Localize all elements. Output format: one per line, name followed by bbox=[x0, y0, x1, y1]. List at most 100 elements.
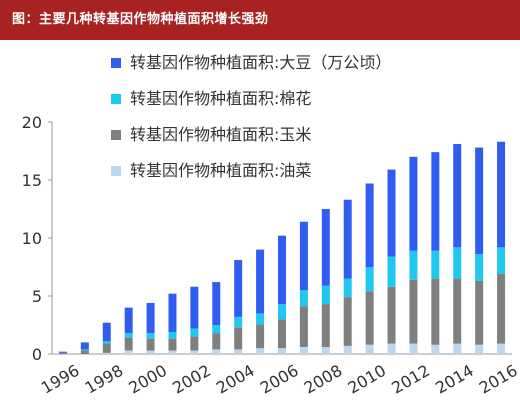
bar-segment-2-2012 bbox=[409, 250, 418, 280]
bar-segment-0-2010 bbox=[365, 344, 374, 354]
bar-segment-3-2007 bbox=[299, 221, 308, 291]
bar-segment-1-2007 bbox=[299, 306, 308, 348]
bar-segment-0-2008 bbox=[321, 347, 330, 354]
bar-segment-2-2002 bbox=[190, 328, 199, 337]
bar-segment-3-2006 bbox=[278, 235, 286, 305]
legend-label: 转基因作物种植面积:棉花 bbox=[130, 89, 311, 108]
bar-segment-3-2005 bbox=[256, 249, 265, 314]
bar-segment-0-2002 bbox=[190, 350, 199, 354]
x-tick-label: 1996 bbox=[38, 361, 83, 398]
y-tick-label: 0 bbox=[32, 345, 42, 364]
bar-segment-2-1998 bbox=[102, 341, 111, 344]
bar-segment-3-1996 bbox=[58, 351, 67, 353]
legend-label: 转基因作物种植面积:玉米 bbox=[130, 125, 311, 144]
bar-segment-3-2015 bbox=[475, 147, 484, 255]
bar-segment-1-2008 bbox=[321, 304, 330, 348]
x-tick-label: 2016 bbox=[476, 361, 520, 398]
x-tick-label: 2008 bbox=[301, 361, 346, 398]
legend-swatch bbox=[111, 130, 121, 140]
bar-segment-3-2010 bbox=[365, 183, 374, 267]
bar-segment-2-2000 bbox=[146, 333, 155, 339]
bar-segment-1-1997 bbox=[80, 350, 89, 354]
bar-segment-1-2010 bbox=[365, 291, 374, 345]
bar-segment-0-2015 bbox=[475, 344, 484, 354]
bar-segment-1-2016 bbox=[497, 273, 506, 344]
x-tick-labels: 1996 1998 2000 2002 2004 2006 2008 2010 2012 2014… bbox=[38, 361, 520, 398]
bar-segment-1-2002 bbox=[190, 336, 199, 351]
x-tick-label: 1998 bbox=[82, 361, 127, 398]
y-tick-label: 20 bbox=[22, 113, 42, 132]
bar-segment-0-2003 bbox=[212, 349, 221, 354]
bar-segment-0-2006 bbox=[278, 348, 286, 354]
y-tick-label: 10 bbox=[22, 229, 42, 248]
bar-segment-3-2003 bbox=[212, 282, 221, 325]
bar-segment-1-2000 bbox=[146, 338, 155, 351]
bar-segment-3-2008 bbox=[321, 209, 330, 286]
bar-segment-1-2015 bbox=[475, 280, 484, 345]
bar-segment-1-1996 bbox=[58, 352, 67, 354]
bar-segment-1-1999 bbox=[124, 337, 133, 351]
bar-segment-2-2009 bbox=[343, 278, 352, 298]
legend: 转基因作物种植面积:大豆（万公顷） 转基因作物种植面积:棉花转基因作物种植面积:玉… bbox=[111, 53, 391, 180]
bar-segment-2-2016 bbox=[497, 247, 506, 274]
bar-segment-2-2014 bbox=[453, 247, 462, 279]
bar-segment-3-2001 bbox=[168, 293, 177, 332]
bar-segment-1-2005 bbox=[256, 325, 265, 349]
bar-segment-1-2001 bbox=[168, 338, 177, 351]
bar-segment-3-1998 bbox=[102, 322, 111, 342]
bar-segment-1-2014 bbox=[453, 278, 462, 344]
bar-segment-3-2000 bbox=[146, 302, 155, 334]
bar-segment-2-2005 bbox=[256, 313, 265, 325]
chart-title: 图：主要几种转基因作物种植面积增长强劲 bbox=[12, 12, 269, 27]
x-tick-label: 2010 bbox=[344, 361, 389, 398]
x-tick-label: 2006 bbox=[257, 361, 302, 398]
bar-segment-3-2012 bbox=[409, 156, 418, 251]
legend-swatch bbox=[111, 166, 121, 176]
x-tick-label: 2012 bbox=[388, 361, 433, 398]
bar-segment-3-2014 bbox=[453, 144, 462, 248]
bar-segment-0-1998 bbox=[102, 352, 111, 354]
bar-segment-0-2009 bbox=[343, 345, 352, 354]
bar-segment-1-2003 bbox=[212, 333, 221, 350]
bar-segment-2-2001 bbox=[168, 331, 177, 339]
bar-segment-0-2000 bbox=[146, 350, 155, 354]
legend-label: 转基因作物种植面积:大豆（万公顷） bbox=[130, 53, 391, 72]
bar-segment-2-2010 bbox=[365, 267, 374, 292]
bar-segment-2-2006 bbox=[278, 304, 286, 320]
bar-segment-0-2011 bbox=[387, 343, 396, 354]
bar-segment-0-2013 bbox=[431, 344, 440, 354]
bar-segment-3-2013 bbox=[431, 152, 440, 251]
x-tick-label: 2002 bbox=[169, 361, 214, 398]
bar-segment-2-2011 bbox=[387, 256, 396, 287]
x-tick-label: 2004 bbox=[213, 361, 258, 398]
x-tick-label: 2014 bbox=[432, 361, 477, 398]
bar-segment-0-2012 bbox=[409, 343, 418, 354]
bar-segment-0-2014 bbox=[453, 343, 462, 354]
bar-segment-0-2005 bbox=[256, 348, 265, 354]
bars bbox=[58, 141, 506, 354]
x-tick-label: 2000 bbox=[125, 361, 170, 398]
bar-segment-1-2009 bbox=[343, 297, 352, 346]
bar-segment-2-2008 bbox=[321, 285, 330, 305]
bar-segment-0-1999 bbox=[124, 350, 133, 354]
bar-segment-3-2004 bbox=[234, 260, 243, 317]
bar-segment-3-2009 bbox=[343, 199, 352, 279]
bar-segment-0-2016 bbox=[497, 343, 506, 354]
legend-swatch bbox=[111, 94, 121, 104]
y-tick-label: 5 bbox=[32, 287, 42, 306]
bar-segment-2-2004 bbox=[234, 316, 243, 328]
bar-segment-0-2007 bbox=[299, 347, 308, 354]
bar-segment-3-2016 bbox=[497, 141, 506, 248]
bar-segment-2-2007 bbox=[299, 290, 308, 307]
bar-segment-2-2015 bbox=[475, 254, 484, 281]
bar-segment-3-2002 bbox=[190, 286, 199, 329]
bar-segment-1-2006 bbox=[278, 319, 286, 349]
bar-segment-1-2013 bbox=[431, 278, 440, 345]
bar-segment-1-2004 bbox=[234, 327, 243, 350]
legend-label: 转基因作物种植面积:油菜 bbox=[130, 161, 311, 180]
chart-header-bar: 图：主要几种转基因作物种植面积增长强劲 bbox=[0, 0, 520, 40]
bar-segment-1-2012 bbox=[409, 279, 418, 344]
legend-swatch bbox=[111, 58, 121, 68]
bar-segment-2-2003 bbox=[212, 325, 221, 334]
